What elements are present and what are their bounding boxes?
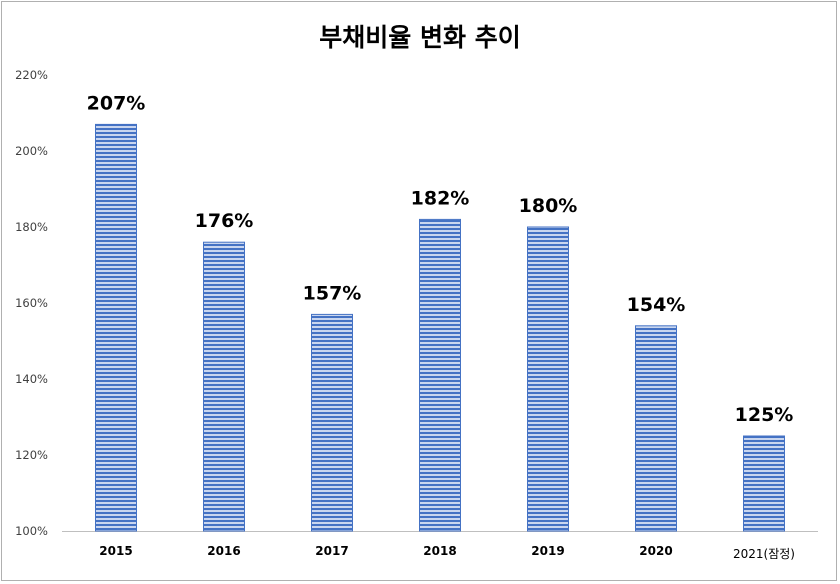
- bar-2019: [527, 226, 569, 532]
- y-tick-label: 220%: [15, 68, 48, 82]
- y-tick-label: 100%: [15, 524, 48, 538]
- value-label-2020: 154%: [627, 294, 686, 316]
- x-axis-ticks: 2015 2016 2017 2018 2019 2020 2021(잠정): [99, 544, 795, 561]
- y-tick-label: 180%: [15, 220, 48, 234]
- x-tick-label: 2020: [639, 544, 672, 558]
- bar-2017: [311, 313, 353, 532]
- x-tick-label: 2017: [315, 544, 348, 558]
- chart-title: 부채비율 변화 추이: [319, 23, 520, 52]
- value-labels: 207% 176% 157% 182% 180% 154% 125%: [87, 92, 794, 426]
- value-label-2015: 207%: [87, 92, 146, 114]
- bar-2021(잠정): [743, 435, 785, 532]
- bar-2020: [635, 325, 677, 532]
- x-tick-label: 2019: [531, 544, 564, 558]
- y-tick-label: 140%: [15, 372, 48, 386]
- bar-2018: [419, 218, 461, 532]
- bar-2015: [95, 123, 137, 532]
- value-label-2017: 157%: [303, 282, 362, 304]
- y-tick-label: 200%: [15, 144, 48, 158]
- x-tick-label: 2015: [99, 544, 132, 558]
- value-label-2021(잠정): 125%: [735, 404, 794, 426]
- y-tick-label: 160%: [15, 296, 48, 310]
- y-tick-label: 120%: [15, 448, 48, 462]
- bar-2016: [203, 241, 245, 532]
- bars: [95, 123, 785, 532]
- x-tick-label: 2018: [423, 544, 456, 558]
- y-axis-ticks: 100% 120% 140% 160% 180% 200% 220%: [15, 68, 48, 538]
- value-label-2018: 182%: [411, 187, 470, 209]
- x-tick-label: 2016: [207, 544, 240, 558]
- value-label-2019: 180%: [519, 195, 578, 217]
- value-label-2016: 176%: [195, 210, 254, 232]
- x-tick-label: 2021(잠정): [733, 547, 795, 561]
